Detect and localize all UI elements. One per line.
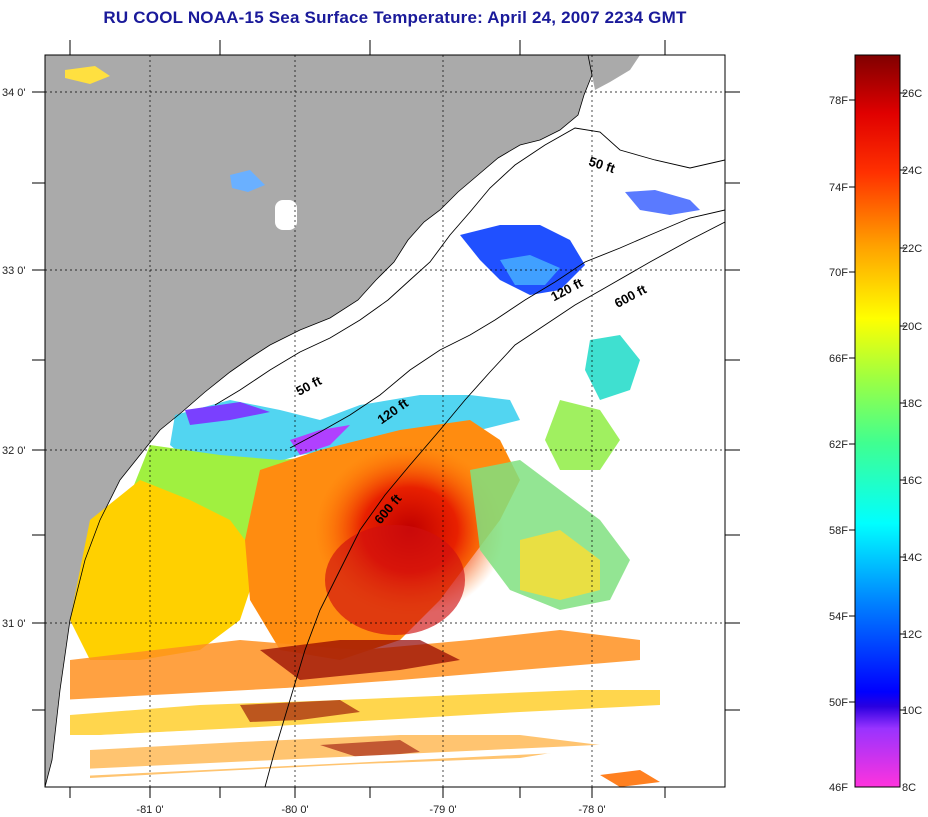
- cbar-c-18: 18C: [902, 398, 922, 410]
- cbar-c-14: 14C: [902, 552, 922, 564]
- cbar-c-12: 12C: [902, 629, 922, 641]
- cbar-f-54: 54F: [829, 611, 848, 623]
- contour-600ft: [264, 221, 725, 787]
- colorbar-f-labels: 78F 74F 70F 66F 62F 58F 54F 50F 46F: [829, 95, 848, 794]
- cbar-f-50: 50F: [829, 697, 848, 709]
- lat-label-34: 34 0': [2, 87, 26, 99]
- contour-50ft: [214, 127, 725, 406]
- cbar-f-58: 58F: [829, 525, 848, 537]
- lon-label-80: -80 0': [281, 804, 308, 816]
- cbar-f-66: 66F: [829, 353, 848, 365]
- lat-label-33: 33 0': [2, 265, 26, 277]
- lat-label-32: 32 0': [2, 445, 26, 457]
- cbar-c-16: 16C: [902, 475, 922, 487]
- cbar-f-78: 78F: [829, 95, 848, 107]
- sst-field: [60, 66, 700, 787]
- coastline: [45, 55, 593, 787]
- cbar-c-10: 10C: [902, 705, 922, 717]
- cbar-c-20: 20C: [902, 321, 922, 333]
- colorbar-ticks: [849, 92, 906, 711]
- contour-120ft: [289, 209, 725, 449]
- cbar-c-24: 24C: [902, 165, 922, 177]
- graticule: [45, 55, 725, 787]
- cbar-c-26: 26C: [902, 88, 922, 100]
- cbar-f-46: 46F: [829, 782, 848, 794]
- cbar-f-70: 70F: [829, 267, 848, 279]
- map-title: RU COOL NOAA-15 Sea Surface Temperature:…: [103, 8, 687, 27]
- cbar-c-22: 22C: [902, 243, 922, 255]
- cbar-f-74: 74F: [829, 182, 848, 194]
- map-frame: [44, 54, 726, 788]
- colorbar-c-labels: 26C 24C 22C 20C 18C 16C 14C 12C 10C 8C: [902, 88, 922, 794]
- lon-label-79: -79 0': [429, 804, 456, 816]
- land-cape: [588, 55, 640, 90]
- cbar-f-62: 62F: [829, 439, 848, 451]
- lat-label-31: 31 0': [2, 618, 26, 630]
- lon-label-78: -78 0': [578, 804, 605, 816]
- colorbar: [854, 54, 901, 788]
- axis-ticks: [32, 40, 740, 798]
- land-mass: [45, 55, 592, 787]
- lon-label-81: -81 0': [136, 804, 163, 816]
- cbar-c-8: 8C: [902, 782, 916, 794]
